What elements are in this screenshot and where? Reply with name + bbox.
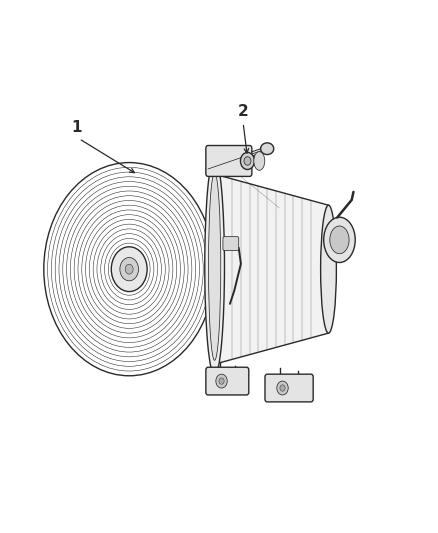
Ellipse shape	[125, 264, 133, 274]
Ellipse shape	[330, 226, 349, 254]
Circle shape	[244, 157, 251, 165]
Ellipse shape	[208, 173, 221, 360]
Ellipse shape	[321, 205, 336, 333]
Circle shape	[280, 385, 285, 391]
Circle shape	[216, 374, 227, 388]
Ellipse shape	[120, 257, 138, 281]
Ellipse shape	[261, 143, 274, 155]
FancyBboxPatch shape	[223, 237, 239, 251]
Circle shape	[240, 152, 254, 169]
FancyBboxPatch shape	[206, 367, 249, 395]
Circle shape	[277, 381, 288, 395]
Ellipse shape	[254, 151, 265, 170]
Text: 2: 2	[238, 104, 248, 119]
Circle shape	[219, 378, 224, 384]
Ellipse shape	[324, 217, 355, 262]
FancyBboxPatch shape	[206, 146, 252, 176]
Ellipse shape	[205, 158, 224, 375]
Text: 1: 1	[71, 120, 82, 135]
Polygon shape	[219, 175, 336, 363]
Ellipse shape	[111, 247, 147, 292]
FancyBboxPatch shape	[265, 374, 313, 402]
